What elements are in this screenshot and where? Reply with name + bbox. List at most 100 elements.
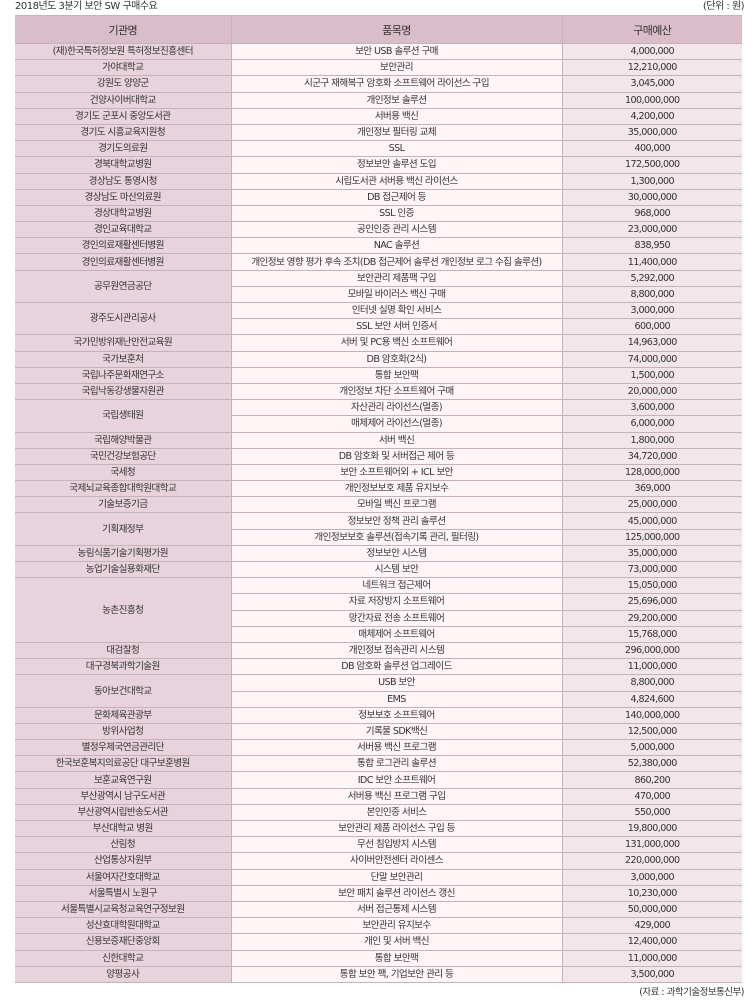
table-row: 경기도 군포시 중앙도서관 서버용 백신 4,200,000	[15, 107, 742, 125]
budget-cell: 11,000,000	[562, 949, 742, 967]
item-cell: 정보보호 소프트웨어	[231, 706, 563, 724]
item-cell: 기록물 SDK백신	[231, 722, 563, 741]
budget-cell: 3,600,000	[562, 399, 742, 417]
org-cell: 산업통상자원부	[15, 852, 232, 870]
table-row: 경상대학교병원 SSL 인증 968,000	[15, 204, 742, 223]
budget-cell: 20,000,000	[562, 382, 742, 401]
budget-cell: 860,200	[562, 771, 742, 789]
org-cell: 경기도의료원	[15, 140, 232, 158]
unit-label: (단위 : 원)	[702, 1, 745, 12]
budget-cell: 35,000,000	[562, 123, 742, 142]
item-cell: 통합 보안 팩, 기업보안 관리 등	[231, 965, 563, 983]
table-row: 개인정보보호 솔루션(접속기록 관리, 필터링) 125,000,000	[15, 528, 742, 546]
table-title: 2018년도 3분기 보안 SW 구매수요	[15, 1, 158, 12]
org-cell: 농촌진흥청	[15, 577, 232, 643]
budget-cell: 128,000,000	[562, 463, 742, 482]
item-cell: 서버 접근통제 시스템	[231, 900, 563, 919]
table-row: 가야대학교 보안관리 12,210,000	[15, 59, 742, 77]
table-row: 광주도시관리공사 인터넷 실명 확인 서비스 3,000,000	[15, 301, 742, 336]
budget-cell: 6,000,000	[562, 415, 742, 433]
table-row: 공무원연금공단 보안관리 제품팩 구입 5,292,000	[15, 269, 742, 304]
table-row: 경인의료재활센터병원 개인정보 영향 평가 후속 조치(DB 접근제어 솔루션 개…	[15, 253, 742, 271]
org-cell: 강원도 양양군	[15, 75, 232, 93]
org-cell: (재)한국특허정보원 특허정보진흥센터	[15, 42, 232, 61]
org-cell: 광주도시관리공사	[15, 301, 232, 336]
org-cell: 산림청	[15, 836, 232, 854]
header-row: 기관명 품목명 구매예산	[15, 15, 742, 44]
budget-cell: 10,230,000	[562, 884, 742, 902]
budget-cell: 1,500,000	[562, 366, 742, 384]
budget-cell: 3,045,000	[562, 75, 742, 93]
item-cell: 망간자료 전송 소프트웨어	[231, 609, 563, 627]
org-cell: 기획재정부	[15, 512, 232, 546]
item-cell: 단말 보안관리	[231, 868, 563, 886]
item-cell: 자료 저장방지 소프트웨어	[231, 593, 563, 611]
org-cell: 경인의료재활센터병원	[15, 237, 232, 255]
table-row: 대검찰청 개인정보 접속관리 시스템 296,000,000	[15, 641, 742, 660]
budget-cell: 25,000,000	[562, 496, 742, 514]
item-cell: 무선 침입방지 시스템	[231, 836, 563, 854]
table-row: 국제뇌교육종합대학원대학교 개인정보보호 제품 유지보수 369,000	[15, 480, 742, 498]
table-row: 경기도의료원 SSL 400,000	[15, 140, 742, 158]
org-cell: 국립해양박물관	[15, 431, 232, 449]
org-cell: 국립나주문화재연구소	[15, 366, 232, 384]
table-row: 경기도 시흥교육지원청 개인정보 필터링 교체 35,000,000	[15, 123, 742, 142]
org-cell: 공무원연금공단	[15, 269, 232, 304]
org-cell: 서울특별시교육청교육연구정보원	[15, 900, 232, 919]
budget-cell: 52,380,000	[562, 755, 742, 773]
item-cell: DB 접근제어 등	[231, 188, 563, 206]
budget-cell: 550,000	[562, 803, 742, 822]
item-cell: 통합 로그관리 솔루션	[231, 755, 563, 773]
table-row: 망간자료 전송 소프트웨어 29,200,000	[15, 609, 742, 627]
item-cell: 본인인증 서비스	[231, 803, 563, 822]
item-cell: 서버용 백신	[231, 107, 563, 125]
budget-cell: 220,000,000	[562, 852, 742, 870]
table-row: 국립나주문화재연구소 통합 보안팩 1,500,000	[15, 366, 742, 384]
item-cell: 서버용 백신 프로그램	[231, 739, 563, 757]
table-row: 농촌진흥청 네트워크 접근제어 15,050,000	[15, 577, 742, 643]
budget-cell: 429,000	[562, 917, 742, 935]
item-cell: 매체제어 라이선스(멀종)	[231, 415, 563, 433]
table-row: (재)한국특허정보원 특허정보진흥센터 보안 USB 솔루션 구매 4,000,00…	[15, 42, 742, 61]
table-row: 국세청 보안 소프트웨어외 + ICL 보안 128,000,000	[15, 463, 742, 482]
table-row: 보훈교육연구원 IDC 보안 소프트웨어 860,200	[15, 771, 742, 789]
budget-cell: 140,000,000	[562, 706, 742, 724]
org-cell: 국가민방위재난안전교육원	[15, 334, 232, 352]
table-row: EMS 4,824,600	[15, 690, 742, 708]
item-cell: 시스템 보안	[231, 560, 563, 579]
item-cell: DB 암호화 솔루션 업그레이드	[231, 658, 563, 676]
table-row: 별정우체국연금관리단 서버용 백신 프로그램 5,000,000	[15, 739, 742, 757]
budget-cell: 50,000,000	[562, 900, 742, 919]
item-cell: DB 암호화 및 서버접근 제어 등	[231, 447, 563, 465]
table-row: 성산효대학원대학교 보안관리 유지보수 429,000	[15, 917, 742, 935]
table-row: 방위사업청 기록물 SDK백신 12,500,000	[15, 722, 742, 741]
table-row: 산림청 무선 침입방지 시스템 131,000,000	[15, 836, 742, 854]
budget-cell: 3,000,000	[562, 868, 742, 886]
header-budget: 구매예산	[562, 15, 742, 44]
budget-cell: 1,300,000	[562, 172, 742, 190]
budget-cell: 12,210,000	[562, 59, 742, 77]
org-cell: 신용보증재단중앙회	[15, 933, 232, 951]
table-row: 경인의료재활센터병원 NAC 솔루션 838,950	[15, 237, 742, 255]
org-cell: 농림식품기술기획평가원	[15, 544, 232, 563]
table-row: 농림식품기술기획평가원 정보보안 시스템 35,000,000	[15, 544, 742, 563]
item-cell: 개인정보 솔루션	[231, 91, 563, 109]
header-item: 품목명	[231, 15, 563, 44]
table-row: 자료 저장방지 소프트웨어 25,696,000	[15, 593, 742, 611]
table-row: 기획재정부 정보보안 정책 관리 솔루션 45,000,000	[15, 512, 742, 546]
item-cell: 보안관리 유지보수	[231, 917, 563, 935]
table-row: 서울여자간호대학교 단말 보안관리 3,000,000	[15, 868, 742, 886]
org-cell: 국가보훈처	[15, 350, 232, 368]
table-row: 매체제어 라이선스(멀종) 6,000,000	[15, 415, 742, 433]
item-cell: 보안관리 제품 라이선스 구입 등	[231, 819, 563, 838]
budget-cell: 172,500,000	[562, 156, 742, 174]
item-cell: 보안관리	[231, 59, 563, 77]
budget-cell: 5,000,000	[562, 739, 742, 757]
table-row: 부산대학교 병원 보안관리 제품 라이선스 구입 등 19,800,000	[15, 819, 742, 838]
item-cell: 정보보안 정책 관리 솔루션	[231, 512, 563, 530]
budget-cell: 11,000,000	[562, 658, 742, 676]
table-row: 경상남도 통영시청 시립도서관 서버용 백신 라이선스 1,300,000	[15, 172, 742, 190]
org-cell: 부산광역시 남구도서관	[15, 787, 232, 805]
org-cell: 성산효대학원대학교	[15, 917, 232, 935]
budget-cell: 14,963,000	[562, 334, 742, 352]
